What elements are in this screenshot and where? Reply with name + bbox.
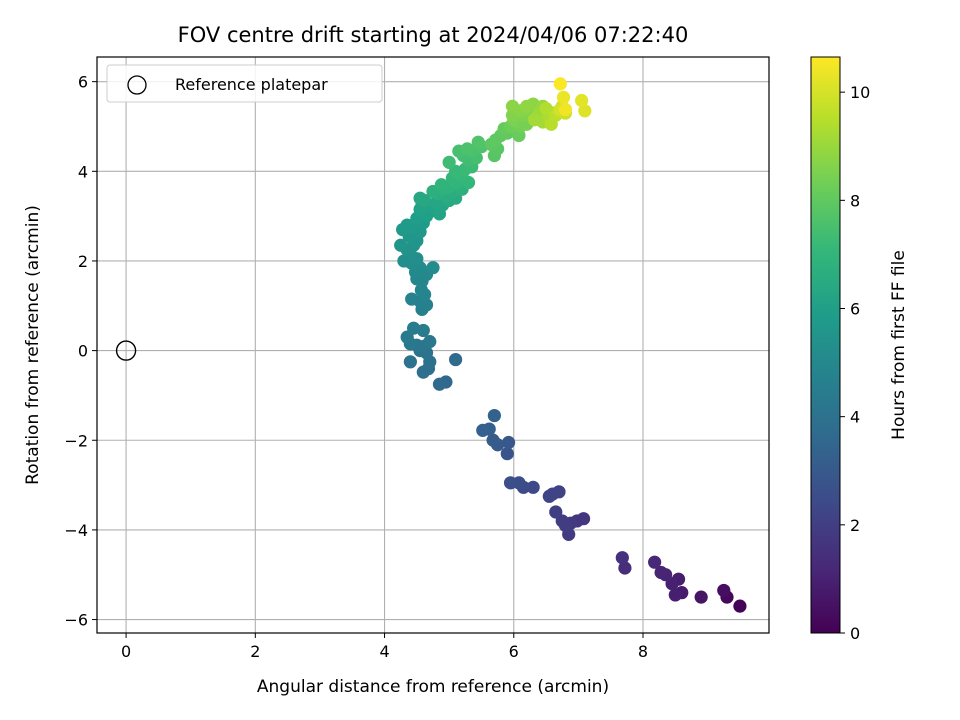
data-point xyxy=(502,435,516,450)
legend-entry-reference: Reference platepar xyxy=(175,75,328,94)
y-tick-label: −4 xyxy=(64,521,88,540)
data-point xyxy=(487,408,501,423)
data-point xyxy=(694,590,708,604)
y-tick-label: 4 xyxy=(78,162,88,181)
y-tick-label: 2 xyxy=(78,252,88,271)
reference-marker xyxy=(115,340,137,361)
x-tick-label: 8 xyxy=(638,642,648,661)
colorbar-tick-label: 8 xyxy=(850,191,860,210)
data-point xyxy=(460,142,474,156)
data-point xyxy=(618,561,632,575)
data-point xyxy=(654,565,668,580)
colorbar-tick-label: 4 xyxy=(850,408,860,427)
data-point xyxy=(668,588,682,602)
data-point xyxy=(500,447,514,461)
data-point xyxy=(476,423,490,437)
x-tick-label: 0 xyxy=(121,642,131,661)
colorbar-label: Hours from first FF file xyxy=(889,250,909,440)
y-axis-ticks: −6 −4 −2 0 2 4 6 xyxy=(64,73,97,630)
data-point xyxy=(733,599,747,613)
data-points xyxy=(394,77,747,613)
plot-frame xyxy=(96,56,770,634)
data-point xyxy=(407,321,421,335)
data-point xyxy=(394,238,408,252)
legend: Reference platepar xyxy=(106,64,383,103)
x-axis-ticks: 0 2 4 6 8 xyxy=(121,633,648,661)
y-tick-label: 6 xyxy=(78,73,88,92)
x-axis-label: Angular distance from reference (arcmin) xyxy=(257,677,609,697)
data-point xyxy=(400,218,414,232)
data-point xyxy=(505,99,520,113)
data-point xyxy=(526,480,540,494)
data-point xyxy=(549,505,563,519)
data-point xyxy=(553,77,567,91)
data-point xyxy=(416,365,430,379)
data-point xyxy=(615,551,629,565)
data-point xyxy=(542,489,556,503)
colorbar-tick-label: 10 xyxy=(850,83,870,102)
data-point xyxy=(503,476,518,490)
y-tick-label: −6 xyxy=(64,611,88,630)
data-point xyxy=(413,191,427,205)
y-tick-label: 0 xyxy=(78,342,88,361)
legend-box xyxy=(106,64,383,103)
data-point xyxy=(486,433,500,447)
x-tick-label: 4 xyxy=(379,642,389,661)
data-point xyxy=(520,99,534,113)
data-point xyxy=(403,355,417,369)
data-point xyxy=(717,583,731,598)
data-point xyxy=(648,555,662,569)
data-point xyxy=(578,104,592,118)
data-point xyxy=(556,90,571,104)
colorbar-tick-label: 2 xyxy=(850,516,860,535)
y-tick-label: −2 xyxy=(64,431,88,450)
data-point xyxy=(426,261,440,275)
data-point xyxy=(442,155,456,169)
chart-title: FOV centre drift starting at 2024/04/06 … xyxy=(178,23,689,47)
x-tick-label: 2 xyxy=(250,642,260,661)
data-point xyxy=(423,335,437,349)
data-point xyxy=(405,292,419,306)
legend-marker xyxy=(127,75,147,95)
data-point xyxy=(449,352,463,367)
colorbar-tick-label: 6 xyxy=(850,299,860,318)
colorbar-tick-label: 0 xyxy=(850,624,860,643)
data-point xyxy=(432,377,447,391)
y-axis-label: Rotation from reference (arcmin) xyxy=(23,205,43,485)
data-point xyxy=(434,178,448,192)
data-point xyxy=(575,93,589,108)
colorbar-ticks: 0 2 4 6 8 10 xyxy=(840,83,870,643)
reference-platepar-point xyxy=(115,340,137,361)
data-point xyxy=(539,101,553,116)
data-point xyxy=(558,102,573,117)
colorbar xyxy=(810,56,841,634)
x-tick-label: 6 xyxy=(509,642,519,661)
data-point xyxy=(471,135,485,149)
